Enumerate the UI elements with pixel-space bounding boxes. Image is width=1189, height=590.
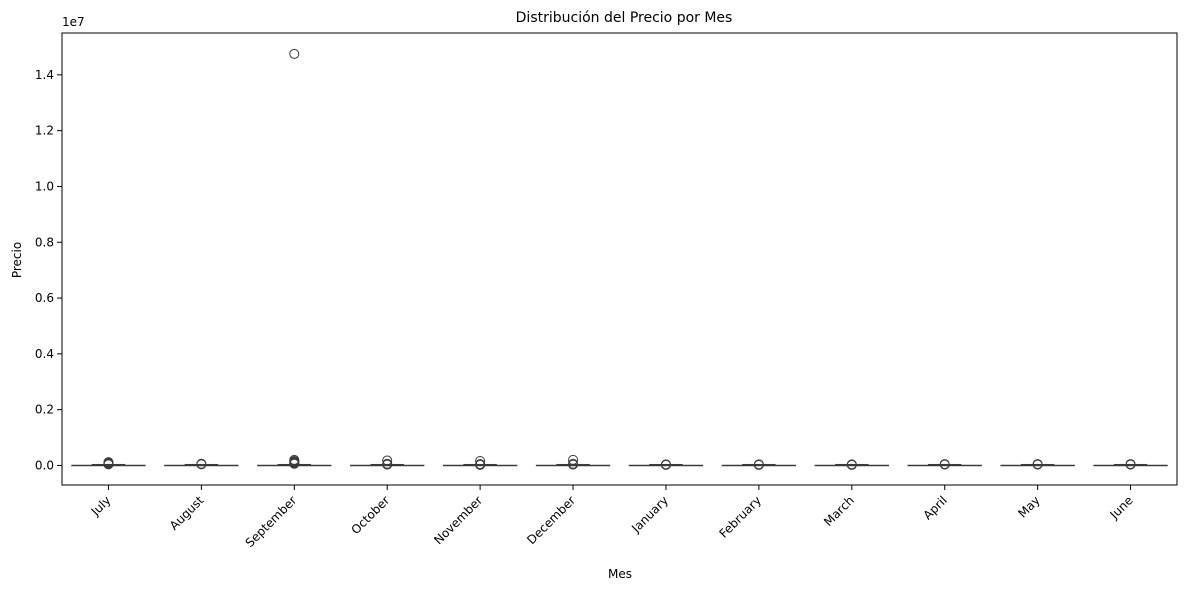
outlier-point: [289, 458, 300, 469]
outlier-point: [660, 459, 671, 470]
x-tick-label: February: [716, 493, 764, 541]
x-tick-label: July: [88, 493, 114, 519]
x-tick-label: November: [431, 493, 485, 547]
x-tick-label: October: [348, 493, 392, 537]
box-body-july: [91, 463, 126, 466]
box-body-april: [927, 463, 962, 466]
box-body-june: [1113, 463, 1148, 466]
y-tick-label: 1.0: [35, 179, 54, 193]
x-axis-label: Mes: [608, 567, 632, 581]
outlier-point: [289, 48, 300, 59]
box-body-may: [1020, 463, 1055, 466]
y-tick-label: 0.6: [35, 291, 54, 305]
outlier-point: [939, 459, 950, 470]
box-body-january: [649, 463, 683, 466]
y-tick-label: 0.8: [35, 235, 54, 249]
outlier-point: [475, 456, 486, 467]
x-tick-label: March: [821, 493, 857, 529]
x-tick-label: August: [167, 493, 207, 533]
outlier-point: [568, 454, 579, 465]
outlier-point: [753, 459, 764, 470]
outlier-point: [568, 459, 579, 470]
outlier-point: [846, 459, 857, 470]
outlier-point: [1125, 459, 1136, 470]
y-offset-label: 1e7: [62, 15, 85, 29]
outlier-point: [103, 459, 114, 470]
y-tick-label: 1.2: [35, 124, 54, 138]
outlier-point: [382, 455, 393, 466]
box-body-november: [463, 463, 497, 466]
box-body-march: [835, 463, 869, 466]
box-body-august: [184, 463, 219, 466]
y-tick-label: 1.4: [35, 68, 54, 82]
x-tick-label: December: [524, 493, 578, 547]
plot-area: 0.0 0.2 0.4 0.6 0.8 1.0 1.2 1.4 July August Septem…: [35, 32, 1178, 550]
outlier-point: [196, 459, 207, 470]
y-axis-label: Precio: [10, 242, 24, 278]
x-tick-label: September: [243, 493, 300, 550]
chart-title: Distribución del Precio por Mes: [516, 10, 733, 26]
y-tick-label: 0.2: [35, 403, 54, 417]
outlier-point: [1032, 459, 1043, 470]
box-body-february: [742, 463, 776, 466]
outlier-point: [568, 458, 579, 469]
outlier-point: [382, 459, 393, 470]
x-tick-label: January: [628, 493, 671, 536]
box-body-september: [277, 463, 312, 466]
y-tick-label: 0.0: [35, 458, 54, 472]
box-body-december: [556, 463, 590, 466]
plot-frame: [61, 32, 1178, 486]
outlier-point: [475, 459, 486, 470]
y-tick-label: 0.4: [35, 347, 54, 361]
x-tick-label: June: [1107, 493, 1136, 522]
x-tick-label: May: [1015, 493, 1042, 520]
x-tick-label: April: [921, 493, 950, 522]
